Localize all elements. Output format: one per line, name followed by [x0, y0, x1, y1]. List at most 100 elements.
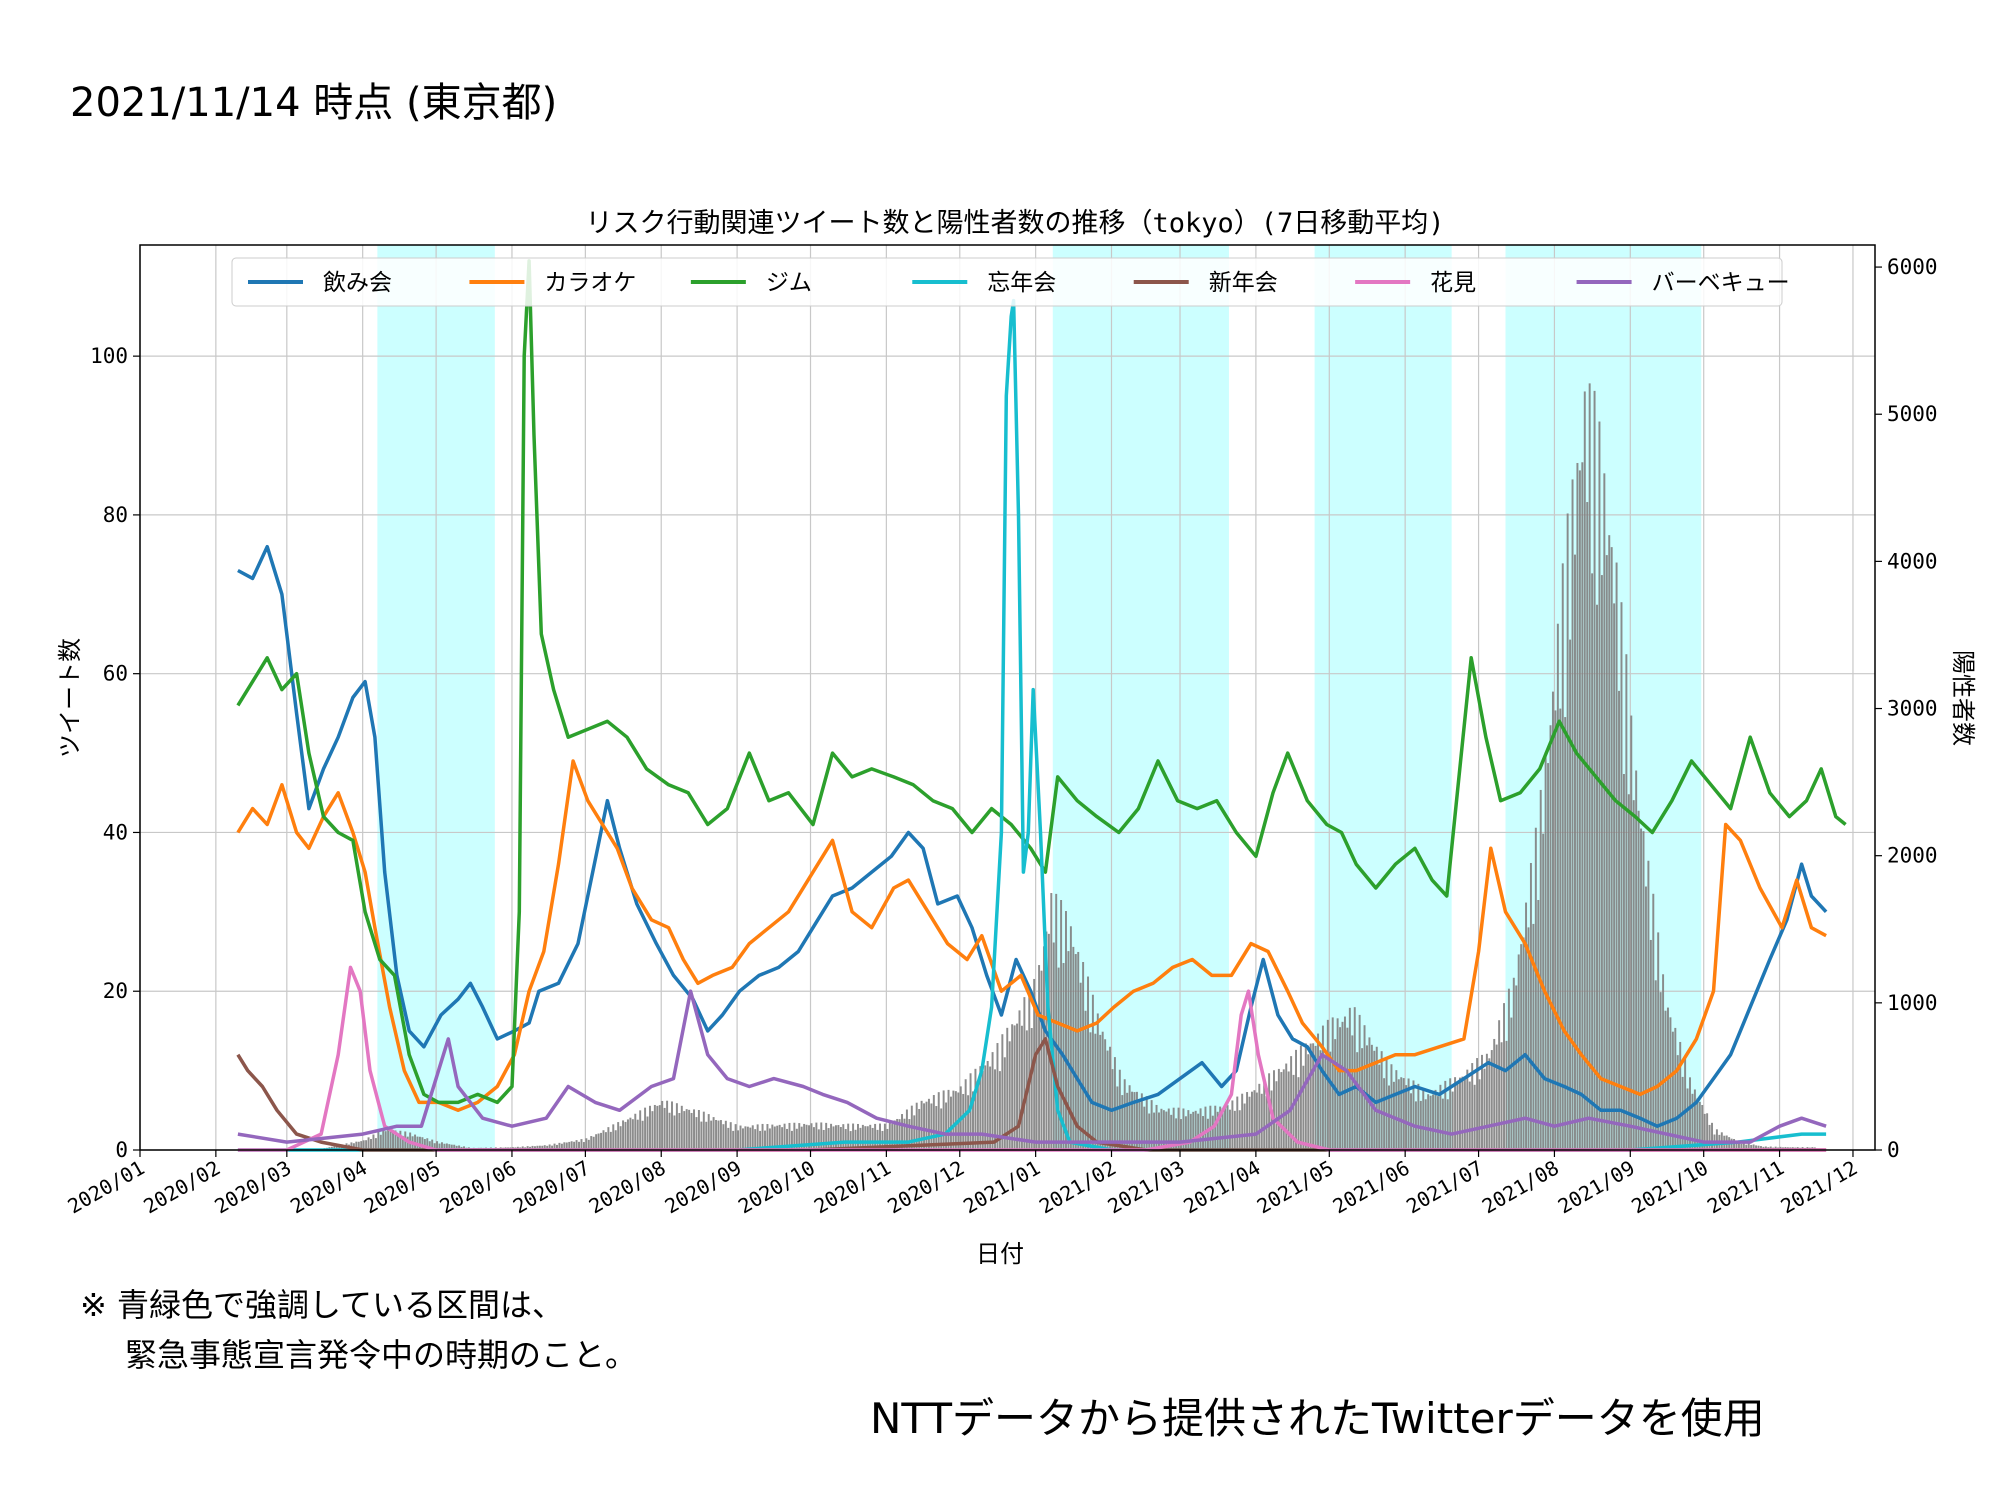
positive-case-bar [1138, 1099, 1141, 1150]
positive-case-bar [1576, 462, 1579, 1150]
positive-case-bar [382, 1129, 385, 1150]
positive-case-bar [1610, 547, 1613, 1150]
positive-case-bar [1299, 1045, 1302, 1150]
x-tick-label: 2020/10 [734, 1156, 819, 1219]
positive-case-bar [1529, 862, 1532, 1150]
positive-case-bar [1432, 1094, 1435, 1150]
y-tick-label-left: 100 [90, 344, 128, 368]
positive-case-bar [1485, 1053, 1488, 1150]
positive-case-bar [568, 1141, 571, 1150]
positive-case-bar [871, 1127, 874, 1150]
positive-case-bar [1637, 810, 1640, 1150]
positive-case-bar [1042, 946, 1045, 1150]
positive-case-bar [418, 1136, 421, 1150]
x-tick-label: 2020/09 [661, 1156, 746, 1219]
positive-case-bar [1128, 1085, 1131, 1150]
positive-case-bar [541, 1145, 544, 1150]
positive-case-bar [1598, 421, 1601, 1151]
positive-case-bar [1339, 1027, 1342, 1150]
positive-case-bar [690, 1112, 693, 1150]
positive-case-bar [783, 1123, 786, 1150]
positive-case-bar [798, 1123, 801, 1150]
data-source-note: NTTデータから提供されたTwitterデータを使用 [870, 1394, 1765, 1443]
positive-case-bar [1023, 997, 1026, 1150]
positive-case-bar [1659, 992, 1662, 1150]
positive-case-bar [1082, 961, 1085, 1150]
positive-case-bar [653, 1104, 656, 1150]
positive-case-bar [800, 1126, 803, 1150]
positive-case-bar [1388, 1085, 1390, 1150]
positive-case-bar [384, 1131, 387, 1150]
x-tick-label: 2021/06 [1329, 1156, 1414, 1219]
positive-case-bar [1608, 535, 1611, 1150]
positive-case-bar [1740, 1143, 1743, 1150]
positive-case-bar [573, 1141, 576, 1150]
positive-case-bar [1642, 831, 1645, 1150]
positive-case-bar [1493, 1038, 1496, 1150]
positive-case-bar [702, 1111, 705, 1150]
positive-case-bar [1759, 1146, 1762, 1150]
positive-case-bar [749, 1127, 752, 1150]
positive-case-bar [715, 1120, 718, 1150]
positive-case-bar [688, 1109, 691, 1150]
positive-case-bar [1290, 1056, 1293, 1150]
positive-case-bar [365, 1140, 368, 1150]
positive-case-bar [1143, 1106, 1146, 1150]
y-tick-label-left: 40 [103, 820, 128, 844]
positive-case-bar [1118, 1069, 1121, 1150]
positive-case-bar [675, 1103, 678, 1150]
positive-case-bar [927, 1098, 930, 1150]
positive-case-bar [622, 1120, 625, 1150]
positive-case-bar [1715, 1129, 1718, 1150]
positive-case-bar [1684, 1058, 1687, 1150]
positive-case-bar [1647, 860, 1650, 1150]
positive-case-bar [744, 1126, 747, 1150]
positive-case-bar [1711, 1122, 1714, 1150]
positive-case-bar [1248, 1096, 1251, 1150]
positive-case-bar [558, 1142, 561, 1150]
positive-case-bar [1578, 470, 1581, 1150]
x-tick-label: 2021/08 [1478, 1156, 1563, 1219]
positive-case-bar [604, 1132, 607, 1150]
positive-case-bar [673, 1115, 676, 1150]
positive-case-bar [1131, 1091, 1134, 1150]
positive-case-bar [1275, 1081, 1278, 1150]
positive-case-bar [812, 1127, 815, 1150]
tweet-positive-chart: リスク行動関連ツイート数と陽性者数の推移（tokyo）(7日移動平均) 2020… [56, 208, 1977, 1268]
y-tick-label-right: 5000 [1887, 402, 1938, 426]
positive-case-bar [1172, 1107, 1175, 1150]
positive-case-bar [1701, 1105, 1704, 1150]
x-tick-label: 2020/07 [509, 1156, 594, 1219]
positive-case-bar [1483, 1068, 1486, 1150]
positive-case-bar [1505, 1040, 1508, 1150]
positive-case-bar [1104, 1039, 1107, 1150]
positive-case-bar [590, 1136, 593, 1150]
positive-case-bar [947, 1089, 950, 1150]
positive-case-bar [1747, 1143, 1750, 1150]
positive-case-bar [996, 1043, 999, 1150]
positive-case-bar [646, 1116, 649, 1150]
positive-case-bar [925, 1101, 928, 1150]
positive-case-bar [1500, 1042, 1503, 1150]
y-tick-label-right: 1000 [1887, 991, 1938, 1015]
positive-case-bar [1140, 1093, 1143, 1150]
positive-case-bar [436, 1141, 439, 1150]
positive-case-bar [1436, 1096, 1439, 1150]
positive-case-bar [1084, 1010, 1087, 1150]
positive-case-bar [1167, 1108, 1170, 1150]
positive-case-bar [1035, 1008, 1038, 1150]
positive-case-bar [423, 1139, 426, 1150]
positive-case-bar [1503, 1003, 1505, 1150]
positive-case-bar [546, 1145, 549, 1150]
positive-case-bar [1397, 1079, 1400, 1150]
positive-case-bar [1593, 390, 1596, 1150]
positive-case-bar [668, 1112, 671, 1150]
positive-case-bar [1662, 974, 1665, 1150]
positive-case-bar [560, 1143, 563, 1150]
x-tick-label: 2021/02 [1035, 1156, 1120, 1219]
positive-case-bar [1157, 1112, 1160, 1150]
y-tick-label-right: 3000 [1887, 697, 1938, 721]
positive-case-bar [1096, 1013, 1099, 1150]
positive-case-bar [697, 1110, 700, 1150]
positive-case-bar [830, 1123, 833, 1150]
